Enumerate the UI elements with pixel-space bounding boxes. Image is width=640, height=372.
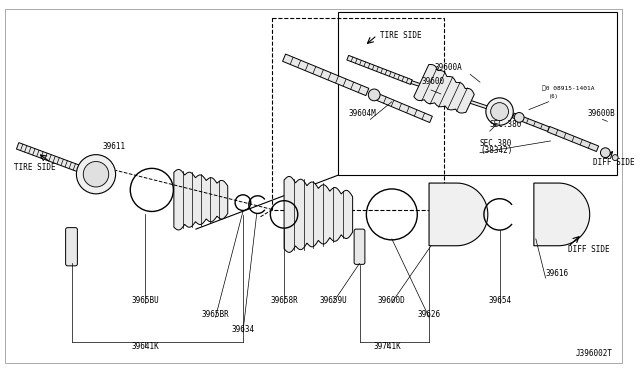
FancyBboxPatch shape <box>66 228 77 266</box>
Text: 39658R: 39658R <box>270 296 298 305</box>
Text: 39604M: 39604M <box>349 109 376 118</box>
Text: 39600D: 39600D <box>378 296 406 305</box>
Circle shape <box>515 113 524 122</box>
Text: 3965BR: 3965BR <box>202 310 229 319</box>
Text: 39600: 39600 <box>421 77 444 86</box>
Circle shape <box>76 155 116 194</box>
Circle shape <box>83 161 109 187</box>
Text: 39741K: 39741K <box>373 341 401 350</box>
Circle shape <box>491 103 509 121</box>
Circle shape <box>612 155 618 161</box>
Polygon shape <box>411 81 500 113</box>
Text: DIFF SIDE: DIFF SIDE <box>568 245 610 254</box>
Text: 39634: 39634 <box>232 325 255 334</box>
Text: TIRE SIDE: TIRE SIDE <box>13 163 55 173</box>
Text: 39659U: 39659U <box>319 296 347 305</box>
Text: SEC.380: SEC.380 <box>490 120 522 129</box>
Polygon shape <box>429 183 488 246</box>
Text: 39641K: 39641K <box>131 341 159 350</box>
Polygon shape <box>283 54 369 96</box>
Polygon shape <box>534 183 589 246</box>
Polygon shape <box>174 170 228 230</box>
Polygon shape <box>347 55 412 84</box>
Circle shape <box>600 148 611 158</box>
Text: 39600A: 39600A <box>435 63 463 73</box>
Text: 3965BU: 3965BU <box>131 296 159 305</box>
Polygon shape <box>513 113 550 131</box>
Text: ⒘0 08915-1401A: ⒘0 08915-1401A <box>541 86 594 91</box>
Bar <box>338 12 617 175</box>
Text: DIFF SIDE: DIFF SIDE <box>593 158 634 167</box>
Polygon shape <box>17 142 79 171</box>
Circle shape <box>368 89 380 101</box>
Text: 39616: 39616 <box>546 269 569 278</box>
Polygon shape <box>284 176 353 252</box>
Text: SEC.380: SEC.380 <box>480 139 513 148</box>
Polygon shape <box>547 126 598 151</box>
Polygon shape <box>414 64 474 113</box>
Text: (38342): (38342) <box>480 146 513 155</box>
Circle shape <box>486 98 513 125</box>
Text: TIRE SIDE: TIRE SIDE <box>380 31 422 40</box>
Text: J396002T: J396002T <box>575 349 612 358</box>
FancyBboxPatch shape <box>354 229 365 264</box>
Polygon shape <box>376 94 433 122</box>
Text: (6): (6) <box>548 94 558 99</box>
Text: 39626: 39626 <box>417 310 440 319</box>
Text: 39611: 39611 <box>103 142 126 151</box>
Text: 39654: 39654 <box>488 296 511 305</box>
Text: 39600B: 39600B <box>588 109 616 118</box>
Bar <box>273 19 444 209</box>
